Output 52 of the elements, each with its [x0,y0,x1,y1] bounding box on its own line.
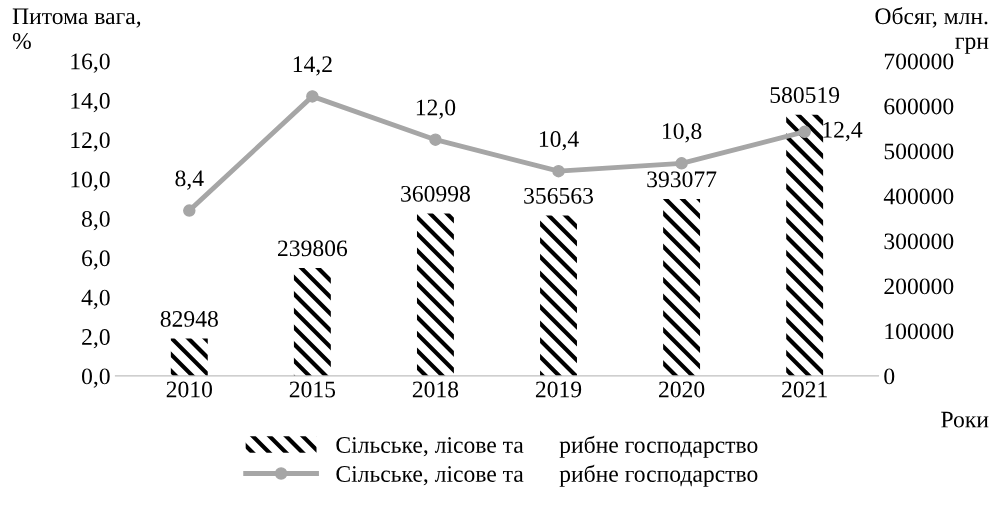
y-tick-label: 10,0 [71,171,110,191]
data-label: 580519 [770,87,840,103]
data-label: 8,4 [175,170,204,190]
bar [663,199,701,376]
data-label: 10,4 [539,131,579,151]
data-label: 393077 [647,171,717,188]
y-tick-label: 8,0 [81,210,110,231]
data-label: 82948 [160,310,218,327]
y2-tick-label: 100000 [885,323,954,340]
bar [540,215,577,376]
point [552,164,565,178]
y2-tick-label: 200000 [884,278,954,295]
point [798,125,811,139]
legend-label: Сільське, лісове та рибне господарство [336,464,758,487]
y-tick-label: 2,0 [82,329,110,349]
x-tick-label: 2019 [535,381,582,398]
data-label: 10,8 [663,123,702,143]
x-axis-title: Роки [941,411,989,428]
x-tick-label: 2010 [166,381,213,398]
y2-tick-label: 700000 [884,53,954,70]
y-tick-label: 16,0 [71,53,110,73]
data-label: 360998 [401,185,470,202]
y-tick-label: 4,0 [81,289,110,309]
y-axis-title: Питома вага, % [12,8,141,49]
y-tick-label: 6,0 [82,250,110,270]
y2-tick-label: 300000 [884,233,954,250]
point [183,204,196,217]
y2-axis-title: Обсяг, млн. грн [875,7,989,54]
x-tick-label: 2015 [289,381,336,398]
point [306,90,319,103]
data-label: 239806 [277,240,348,257]
x-tick-label: 2018 [412,381,459,398]
legend-label: Сільське, лісове та рибне господарство [336,435,758,458]
y2-tick-label: 400000 [883,188,954,205]
data-label: 14,2 [293,56,332,76]
bar [416,213,454,376]
bar [170,338,208,376]
data-label: 12,4 [823,121,863,142]
bar [293,268,331,376]
y2-tick-label: 500000 [884,143,954,160]
point [429,133,442,146]
y2-tick-label: 600000 [884,98,954,115]
data-label: 356563 [524,187,594,204]
y-tick-label: 0,0 [81,368,110,388]
y-tick-label: 14,0 [71,92,110,113]
point [675,157,688,170]
x-tick-label: 2021 [782,381,827,398]
x-tick-label: 2020 [659,381,705,398]
data-label: 12,0 [416,99,456,119]
bar [786,114,824,376]
y2-tick-label: 0 [884,368,895,385]
y-tick-label: 12,0 [71,132,110,152]
